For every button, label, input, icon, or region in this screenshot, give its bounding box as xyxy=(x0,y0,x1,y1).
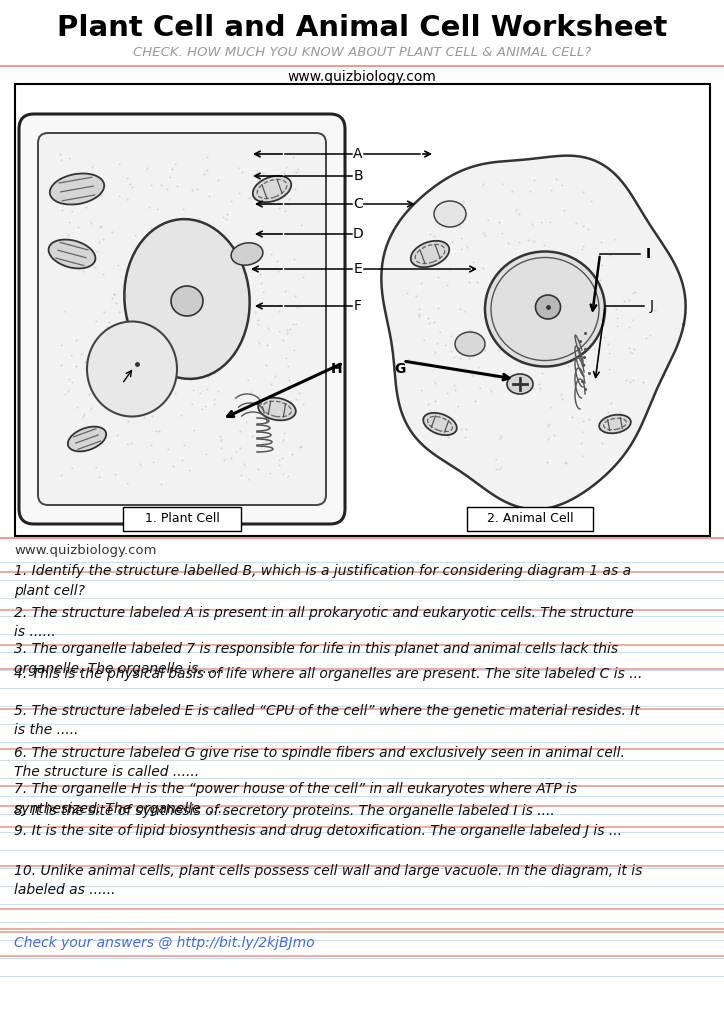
Ellipse shape xyxy=(507,374,533,394)
Text: Plant Cell and Animal Cell Worksheet: Plant Cell and Animal Cell Worksheet xyxy=(57,14,667,42)
Ellipse shape xyxy=(411,241,449,267)
Text: F: F xyxy=(354,299,362,313)
Ellipse shape xyxy=(485,252,605,367)
Text: E: E xyxy=(353,262,363,276)
Text: 8. It is the site of synthesis of secretory proteins. The organelle labeled I is: 8. It is the site of synthesis of secret… xyxy=(14,804,555,818)
Text: 1. Identify the structure labelled B, which is a justification for considering d: 1. Identify the structure labelled B, wh… xyxy=(14,564,631,597)
Ellipse shape xyxy=(49,240,96,268)
Ellipse shape xyxy=(68,427,106,452)
Ellipse shape xyxy=(258,397,296,420)
Text: C: C xyxy=(353,197,363,211)
Text: Check your answers @ http://bit.ly/2kjBJmo: Check your answers @ http://bit.ly/2kjBJ… xyxy=(14,936,315,950)
Ellipse shape xyxy=(253,176,291,202)
Ellipse shape xyxy=(455,332,485,356)
FancyBboxPatch shape xyxy=(467,507,593,531)
Text: 2. Animal Cell: 2. Animal Cell xyxy=(487,512,573,525)
FancyBboxPatch shape xyxy=(38,133,326,505)
Text: J: J xyxy=(650,299,654,313)
Text: 1. Plant Cell: 1. Plant Cell xyxy=(145,512,219,525)
Ellipse shape xyxy=(599,415,631,433)
Text: 3. The organelle labeled 7 is responsible for life in this planet and animal cel: 3. The organelle labeled 7 is responsibl… xyxy=(14,642,618,676)
Text: I: I xyxy=(645,247,651,261)
Text: 7. The organelle H is the “power house of the cell” in all eukaryotes where ATP : 7. The organelle H is the “power house o… xyxy=(14,782,577,815)
Ellipse shape xyxy=(87,322,177,417)
Ellipse shape xyxy=(536,295,560,319)
Text: 5. The structure labeled E is called “CPU of the cell” where the genetic materia: 5. The structure labeled E is called “CP… xyxy=(14,705,640,737)
Text: 6. The structure labeled G give rise to spindle fibers and exclusively seen in a: 6. The structure labeled G give rise to … xyxy=(14,746,625,779)
Text: 4. This is the physical basis of life where all organelles are present. The site: 4. This is the physical basis of life wh… xyxy=(14,667,642,681)
Text: B: B xyxy=(353,169,363,183)
FancyBboxPatch shape xyxy=(19,114,345,524)
Text: G: G xyxy=(395,362,405,376)
Text: www.quizbiology.com: www.quizbiology.com xyxy=(287,70,437,84)
Ellipse shape xyxy=(125,219,250,379)
Ellipse shape xyxy=(171,286,203,316)
Text: 2. The structure labeled A is present in all prokaryotic and eukaryotic cells. T: 2. The structure labeled A is present in… xyxy=(14,606,634,640)
Text: H: H xyxy=(331,362,342,376)
Bar xyxy=(15,84,710,536)
Text: 9. It is the site of lipid biosynthesis and drug detoxification. The organelle l: 9. It is the site of lipid biosynthesis … xyxy=(14,824,622,838)
Ellipse shape xyxy=(50,173,104,205)
Text: CHECK. HOW MUCH YOU KNOW ABOUT PLANT CELL & ANIMAL CELL?: CHECK. HOW MUCH YOU KNOW ABOUT PLANT CEL… xyxy=(133,46,591,59)
Ellipse shape xyxy=(434,201,466,227)
Text: 10. Unlike animal cells, plant cells possess cell wall and large vacuole. In the: 10. Unlike animal cells, plant cells pos… xyxy=(14,864,642,897)
Text: A: A xyxy=(353,147,363,161)
Ellipse shape xyxy=(231,243,263,265)
Ellipse shape xyxy=(424,413,457,435)
FancyBboxPatch shape xyxy=(123,507,241,531)
Text: D: D xyxy=(353,227,363,241)
Polygon shape xyxy=(382,156,686,509)
Text: www.quizbiology.com: www.quizbiology.com xyxy=(14,544,156,557)
